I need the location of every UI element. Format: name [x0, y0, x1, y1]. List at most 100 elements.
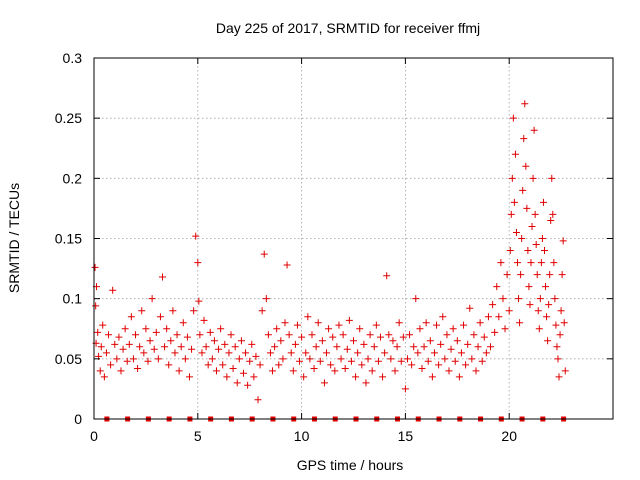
data-point: [109, 286, 117, 294]
data-point: [517, 271, 525, 279]
data-point: [235, 355, 243, 363]
data-point: [395, 319, 403, 327]
data-point: [520, 135, 528, 143]
data-point: [314, 319, 322, 327]
data-point: [507, 210, 515, 218]
data-point: [231, 343, 239, 351]
data-point: [281, 319, 289, 327]
y-tick-label: 0.2: [63, 170, 83, 186]
data-point: [165, 361, 173, 369]
data-point: [449, 325, 457, 333]
data-point: [548, 174, 556, 182]
data-point: [185, 373, 193, 381]
data-point: [408, 361, 416, 369]
data-point: [451, 357, 459, 365]
data-point: [437, 340, 445, 348]
data-point: [445, 367, 453, 375]
y-axis-title: SRMTID / TECUs: [6, 183, 22, 293]
data-point: [125, 340, 133, 348]
data-point: [150, 345, 158, 353]
data-point: [140, 349, 148, 357]
data-point: [99, 321, 107, 329]
data-point: [341, 364, 349, 372]
data-point: [391, 367, 399, 375]
data-point: [530, 126, 538, 134]
data-point: [523, 204, 531, 212]
data-point: [519, 186, 527, 194]
data-point: [277, 337, 285, 345]
data-point: [529, 174, 537, 182]
data-point: [94, 328, 102, 336]
data-point: [177, 343, 185, 351]
data-point: [129, 355, 137, 363]
data-point: [447, 345, 455, 353]
data-point: [544, 337, 552, 345]
data-point: [244, 381, 252, 389]
data-point: [372, 321, 380, 329]
data-point: [403, 355, 411, 363]
data-point: [196, 331, 204, 339]
data-point: [212, 367, 220, 375]
chart-title: Day 225 of 2017, SRMTID for receiver ffm…: [216, 20, 480, 36]
data-point: [198, 349, 206, 357]
data-point: [318, 337, 326, 345]
data-point: [527, 259, 535, 267]
data-point: [397, 357, 405, 365]
data-point: [308, 331, 316, 339]
data-point: [154, 355, 162, 363]
data-point: [493, 283, 501, 291]
data-point: [453, 337, 461, 345]
data-point: [208, 355, 216, 363]
data-point: [555, 373, 563, 381]
data-point: [556, 331, 564, 339]
data-point: [522, 162, 530, 170]
data-point: [559, 237, 567, 245]
y-tick-label: 0.3: [63, 50, 83, 66]
data-point: [91, 263, 99, 271]
data-point: [102, 349, 110, 357]
data-point: [190, 307, 198, 315]
data-point: [175, 367, 183, 375]
data-point: [262, 295, 270, 303]
data-point: [200, 316, 208, 324]
data-point: [148, 295, 156, 303]
data-point: [455, 373, 463, 381]
data-point: [254, 396, 262, 404]
data-point: [536, 295, 544, 303]
data-point: [374, 357, 382, 365]
data-point: [505, 307, 513, 315]
data-point: [171, 349, 179, 357]
data-point: [542, 283, 550, 291]
data-point: [428, 373, 436, 381]
data-point: [96, 367, 104, 375]
data-point: [553, 343, 561, 351]
data-point: [561, 367, 569, 375]
data-point: [457, 349, 465, 357]
data-point: [273, 325, 281, 333]
data-point: [146, 337, 154, 345]
data-point: [360, 340, 368, 348]
data-point: [312, 343, 320, 351]
data-point: [538, 235, 546, 242]
data-point: [499, 295, 507, 303]
data-point: [291, 340, 299, 348]
data-point: [119, 345, 127, 353]
y-tick-label: 0.05: [55, 351, 82, 367]
data-point: [117, 367, 125, 375]
data-point: [478, 357, 486, 365]
data-point: [100, 373, 108, 381]
data-point: [528, 222, 536, 230]
data-point: [97, 343, 105, 351]
data-point: [167, 337, 175, 345]
data-point: [204, 361, 212, 369]
data-point: [210, 337, 218, 345]
data-point: [379, 373, 387, 381]
data-point: [524, 247, 532, 255]
data-point: [460, 321, 468, 329]
data-point: [350, 337, 357, 345]
data-point: [252, 352, 260, 360]
data-point: [183, 333, 191, 341]
data-point: [221, 340, 229, 348]
data-point: [320, 379, 328, 387]
data-point: [518, 235, 526, 242]
